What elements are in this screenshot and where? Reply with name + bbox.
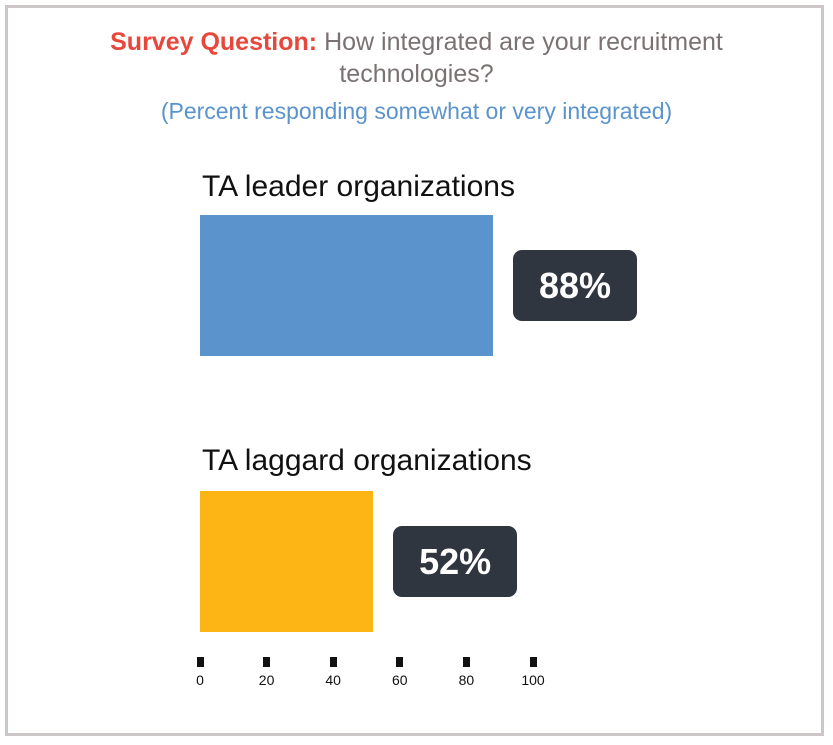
- bar-laggard: [200, 491, 374, 632]
- chart-frame: [5, 5, 824, 736]
- value-badge-leader: 88%: [513, 250, 638, 321]
- x-tick-label: 80: [458, 672, 475, 688]
- x-tick-label: 20: [258, 672, 275, 688]
- bar-leader: [200, 215, 494, 356]
- chart-title: Survey Question: How integrated are your…: [30, 26, 803, 90]
- x-tick-mark: [396, 657, 404, 667]
- x-tick-label: 0: [196, 672, 204, 688]
- category-label-laggard: TA laggard organizations: [202, 444, 532, 477]
- x-tick-mark: [196, 657, 204, 667]
- x-tick-label: 40: [325, 672, 341, 688]
- x-tick-label: 100: [521, 672, 545, 688]
- title-lead: Survey Question:: [110, 28, 318, 56]
- category-label-leader: TA leader organizations: [202, 170, 515, 203]
- chart-subtitle: (Percent responding somewhat or very int…: [160, 98, 673, 124]
- value-badge-laggard: 52%: [393, 526, 518, 597]
- x-tick-label: 60: [392, 672, 408, 688]
- x-tick-mark: [263, 657, 271, 667]
- x-tick-mark: [529, 657, 537, 667]
- x-tick-mark: [462, 657, 470, 667]
- title-text: How integrated are your recruitment tech…: [324, 28, 723, 88]
- x-tick-mark: [329, 657, 337, 667]
